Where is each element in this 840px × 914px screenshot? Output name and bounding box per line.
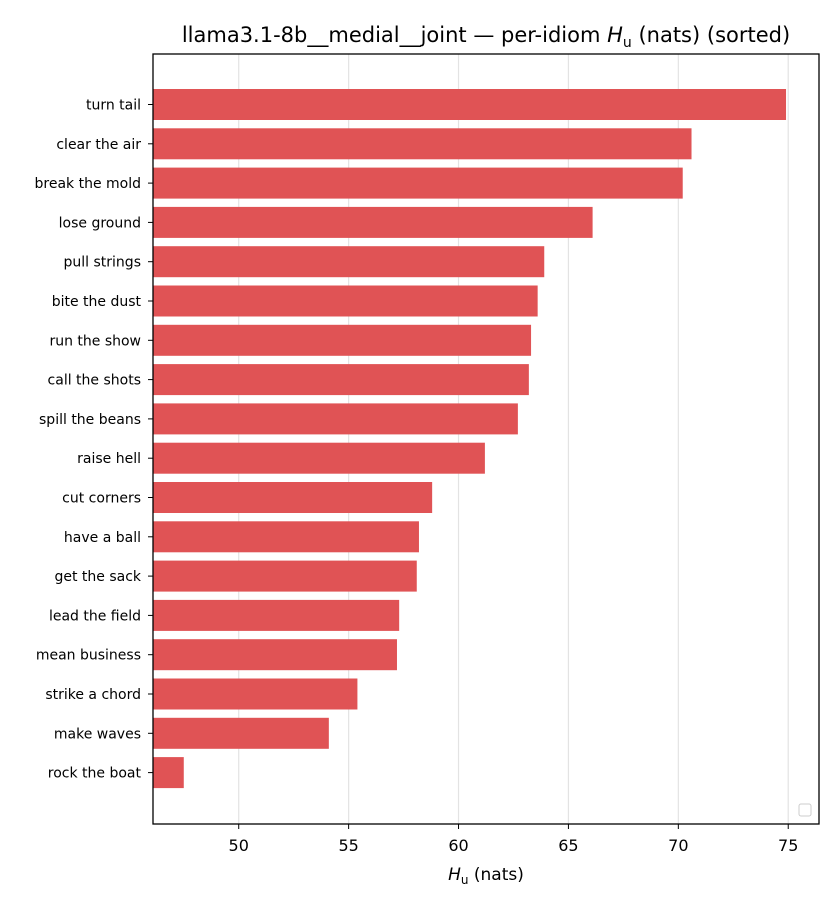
bar xyxy=(153,167,683,199)
y-tick-label: have a ball xyxy=(64,530,141,546)
bar xyxy=(153,442,485,474)
legend-box xyxy=(798,803,812,817)
bar xyxy=(153,599,400,631)
bar xyxy=(153,206,593,238)
y-tick-label: bite the dust xyxy=(52,294,142,310)
bar xyxy=(153,364,529,396)
y-tick-label: clear the air xyxy=(56,137,141,153)
bar xyxy=(153,246,545,278)
bar xyxy=(153,678,358,710)
y-axis-ticks: turn tail clear the air break the mold lose… xyxy=(35,98,153,782)
y-tick-label: run the show xyxy=(49,333,141,349)
bar xyxy=(153,89,787,120)
y-tick-label: strike a chord xyxy=(45,687,141,703)
y-tick-label: raise hell xyxy=(77,451,141,467)
y-tick-label: cut corners xyxy=(62,491,141,507)
bar xyxy=(153,128,692,160)
x-tick-label: 60 xyxy=(448,836,468,855)
bar xyxy=(153,482,433,513)
y-tick-label: rock the boat xyxy=(48,766,142,782)
y-tick-label: pull strings xyxy=(64,255,141,271)
y-tick-label: mean business xyxy=(36,648,141,664)
bars xyxy=(153,89,787,789)
bar xyxy=(153,717,329,749)
x-tick-label: 70 xyxy=(668,836,688,855)
y-tick-label: call the shots xyxy=(48,373,141,389)
x-tick-label: 50 xyxy=(229,836,249,855)
plot-area-frame xyxy=(152,53,820,825)
y-tick-label: lead the field xyxy=(49,608,141,624)
y-tick-label: lose ground xyxy=(59,215,141,231)
x-tick-label: 65 xyxy=(558,836,578,855)
y-tick-label: break the mold xyxy=(35,176,142,192)
bar xyxy=(153,403,518,435)
chart-title: llama3.1-8b__medial__joint — per-idiom H… xyxy=(182,23,790,51)
x-axis-ticks: 50 55 60 65 70 75 xyxy=(229,824,798,855)
y-tick-label: get the sack xyxy=(54,569,141,585)
bar xyxy=(153,757,184,789)
bar xyxy=(153,521,419,553)
bar xyxy=(153,285,538,317)
y-tick-label: turn tail xyxy=(86,98,141,114)
x-tick-label: 55 xyxy=(338,836,358,855)
bar xyxy=(153,324,532,356)
x-tick-label: 75 xyxy=(778,836,798,855)
bar xyxy=(153,639,397,671)
x-axis-label: Hu (nats) xyxy=(448,865,524,887)
y-tick-label: spill the beans xyxy=(39,412,141,428)
y-tick-label: make waves xyxy=(54,726,141,742)
bar xyxy=(153,560,417,592)
